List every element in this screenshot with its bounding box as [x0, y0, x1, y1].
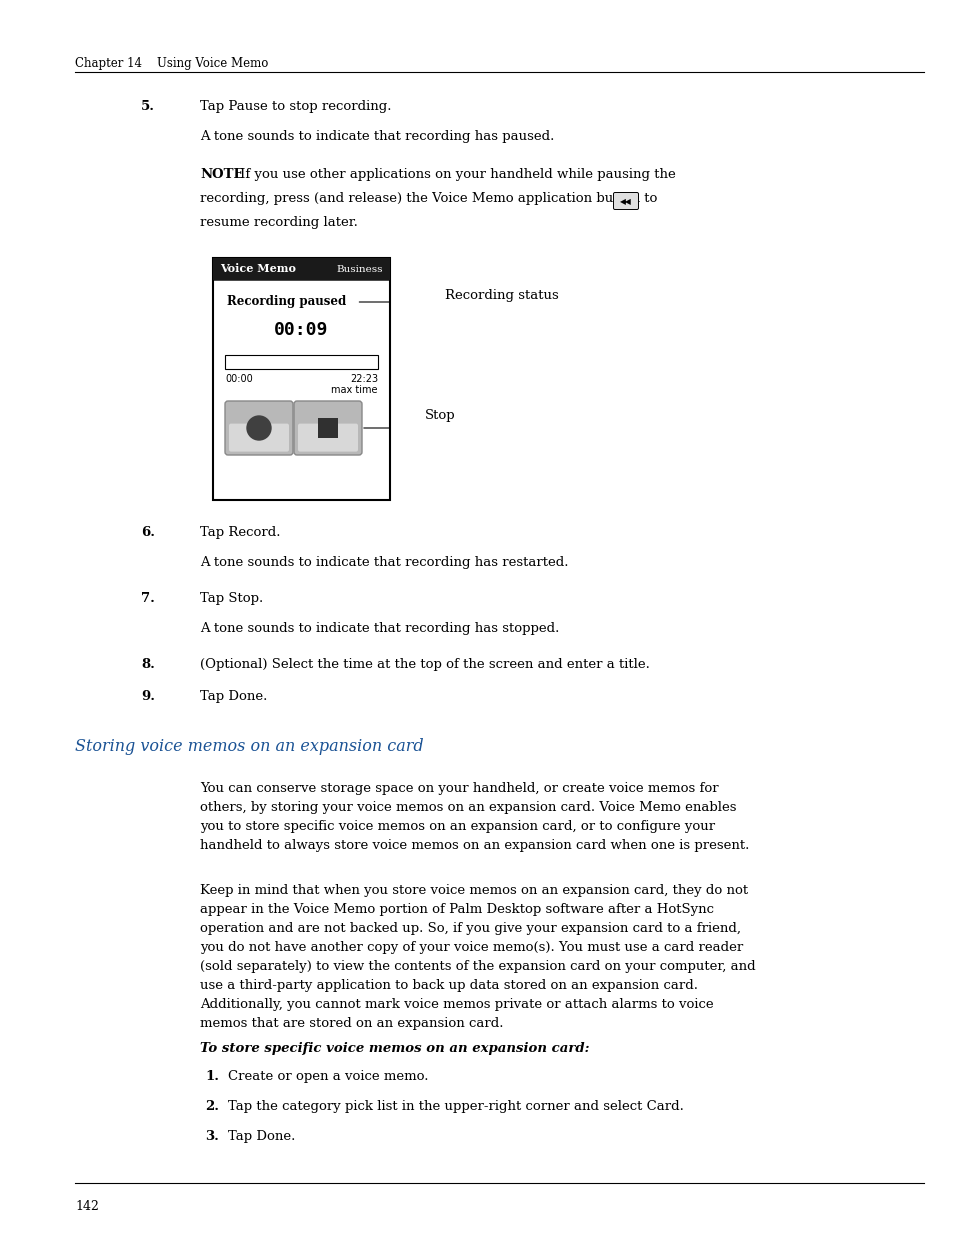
Text: (Optional) Select the time at the top of the screen and enter a title.: (Optional) Select the time at the top of…: [200, 658, 649, 671]
Bar: [225, 354, 377, 369]
Text: Additionally, you cannot mark voice memos private or attach alarms to voice: Additionally, you cannot mark voice memo…: [200, 998, 713, 1011]
Text: 5.: 5.: [141, 100, 154, 112]
Text: to: to: [639, 191, 657, 205]
Text: You can conserve storage space on your handheld, or create voice memos for: You can conserve storage space on your h…: [200, 782, 718, 795]
Text: operation and are not backed up. So, if you give your expansion card to a friend: operation and are not backed up. So, if …: [200, 923, 740, 935]
Text: 00:09: 00:09: [274, 321, 329, 338]
Text: Chapter 14    Using Voice Memo: Chapter 14 Using Voice Memo: [75, 57, 268, 70]
Text: NOTE: NOTE: [200, 168, 243, 182]
FancyBboxPatch shape: [294, 401, 361, 454]
Text: Recording paused: Recording paused: [227, 295, 346, 309]
Text: you to store specific voice memos on an expansion card, or to configure your: you to store specific voice memos on an …: [200, 820, 715, 832]
Text: A tone sounds to indicate that recording has paused.: A tone sounds to indicate that recording…: [200, 130, 554, 143]
Text: ◀◀: ◀◀: [619, 198, 631, 206]
Text: you do not have another copy of your voice memo(s). You must use a card reader: you do not have another copy of your voi…: [200, 941, 742, 953]
Text: 8.: 8.: [141, 658, 154, 671]
Bar: [213, 258, 390, 500]
Circle shape: [247, 416, 271, 440]
Text: 3.: 3.: [205, 1130, 218, 1144]
Text: 6.: 6.: [141, 526, 154, 538]
Text: Tap Done.: Tap Done.: [200, 690, 267, 703]
FancyBboxPatch shape: [297, 424, 357, 452]
Text: A tone sounds to indicate that recording has restarted.: A tone sounds to indicate that recording…: [200, 556, 568, 569]
Text: Business: Business: [336, 264, 382, 273]
FancyBboxPatch shape: [613, 193, 638, 210]
Text: resume recording later.: resume recording later.: [200, 216, 357, 228]
Text: others, by storing your voice memos on an expansion card. Voice Memo enables: others, by storing your voice memos on a…: [200, 802, 736, 814]
Text: Create or open a voice memo.: Create or open a voice memo.: [228, 1070, 428, 1083]
Bar: [213, 258, 390, 280]
Text: 22:23: 22:23: [350, 374, 377, 384]
FancyBboxPatch shape: [229, 424, 289, 452]
Bar: [317, 417, 337, 438]
Text: (sold separately) to view the contents of the expansion card on your computer, a: (sold separately) to view the contents o…: [200, 960, 755, 973]
Text: Stop: Stop: [424, 409, 456, 421]
Text: If you use other applications on your handheld while pausing the: If you use other applications on your ha…: [240, 168, 675, 182]
Text: Tap Pause to stop recording.: Tap Pause to stop recording.: [200, 100, 391, 112]
Text: 2.: 2.: [205, 1100, 219, 1113]
Text: Tap Stop.: Tap Stop.: [200, 592, 263, 605]
FancyBboxPatch shape: [225, 401, 293, 454]
Text: use a third-party application to back up data stored on an expansion card.: use a third-party application to back up…: [200, 979, 698, 992]
Text: memos that are stored on an expansion card.: memos that are stored on an expansion ca…: [200, 1016, 503, 1030]
Text: Tap the category pick list in the upper-right corner and select Card.: Tap the category pick list in the upper-…: [228, 1100, 683, 1113]
Text: appear in the Voice Memo portion of Palm Desktop software after a HotSync: appear in the Voice Memo portion of Palm…: [200, 903, 713, 916]
Text: To store specific voice memos on an expansion card:: To store specific voice memos on an expa…: [200, 1042, 589, 1055]
Text: 00:00: 00:00: [225, 374, 253, 384]
Text: 7.: 7.: [141, 592, 154, 605]
Text: recording, press (and release) the Voice Memo application button: recording, press (and release) the Voice…: [200, 191, 639, 205]
Text: 1.: 1.: [205, 1070, 219, 1083]
Text: Storing voice memos on an expansion card: Storing voice memos on an expansion card: [75, 739, 423, 755]
Text: Tap Record.: Tap Record.: [200, 526, 280, 538]
Text: Keep in mind that when you store voice memos on an expansion card, they do not: Keep in mind that when you store voice m…: [200, 884, 747, 897]
Text: max time: max time: [331, 385, 377, 395]
Text: 142: 142: [75, 1200, 99, 1213]
Text: Voice Memo: Voice Memo: [220, 263, 295, 274]
Text: 9.: 9.: [141, 690, 154, 703]
Text: Recording status: Recording status: [444, 289, 558, 301]
Text: handheld to always store voice memos on an expansion card when one is present.: handheld to always store voice memos on …: [200, 839, 749, 852]
Text: A tone sounds to indicate that recording has stopped.: A tone sounds to indicate that recording…: [200, 622, 558, 635]
Text: Tap Done.: Tap Done.: [228, 1130, 295, 1144]
